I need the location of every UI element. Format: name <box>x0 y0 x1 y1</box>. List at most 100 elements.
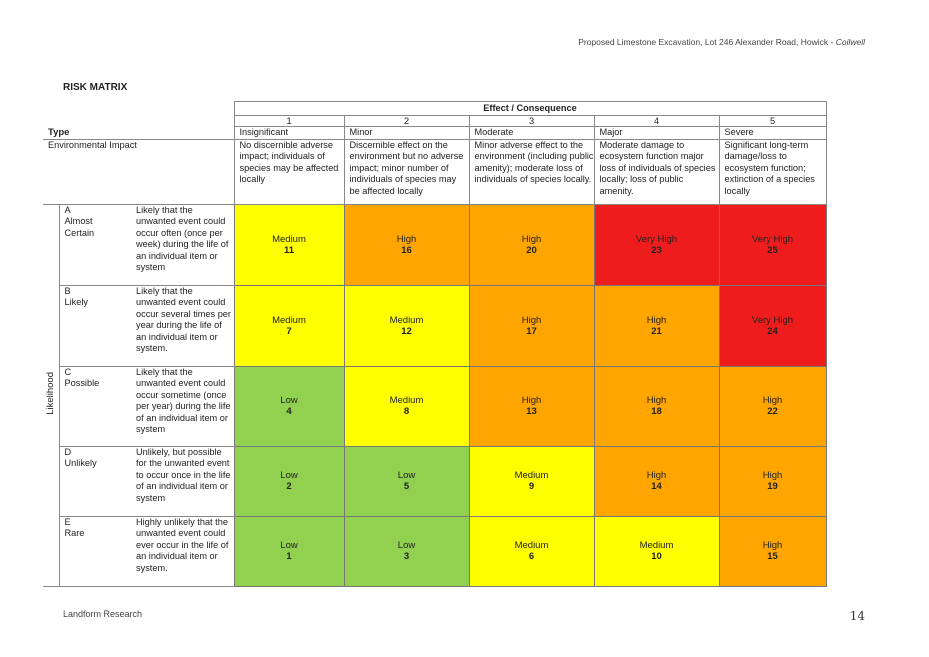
blank-corner <box>43 102 234 116</box>
likelihood-code: C <box>64 366 72 377</box>
risk-cell-e3: Medium 6 <box>468 515 595 587</box>
consequence-description-4: Moderate damage to ecosystem function ma… <box>593 138 720 205</box>
risk-level: High <box>646 470 667 481</box>
risk-cell-a2: High 16 <box>343 203 470 286</box>
risk-level: High <box>521 395 542 406</box>
consequence-number-2: 2 <box>343 115 470 127</box>
likelihood-row: Likelihood A Almost Certain Likely that the… <box>43 203 827 587</box>
likelihood-code-name: E Rare <box>59 516 131 587</box>
risk-score: 24 <box>767 325 778 337</box>
risk-score: 2 <box>286 481 292 492</box>
likelihood-name: Rare <box>64 528 85 538</box>
risk-cell-e2: Low 3 <box>343 515 470 587</box>
risk-score: 18 <box>651 406 662 417</box>
risk-score: 12 <box>401 325 412 337</box>
risk-cell-d1: Low 2 <box>233 445 345 517</box>
risk-level: High <box>762 395 783 406</box>
likelihood-name: Likely <box>64 297 89 307</box>
risk-score: 19 <box>767 481 778 492</box>
risk-score: 10 <box>651 551 662 562</box>
consequence-number-5: 5 <box>718 115 827 127</box>
risk-level: High <box>396 233 417 245</box>
risk-cell-a4: Very High 23 <box>593 203 720 286</box>
consequence-name-1: Insignificant <box>233 126 345 140</box>
risk-score: 20 <box>526 244 537 256</box>
consequence-description-5: Significant long-term damage/loss to eco… <box>718 138 827 205</box>
risk-level: Medium <box>639 540 674 551</box>
likelihood-description: Highly unlikely that the unwanted event … <box>131 516 234 587</box>
risk-cell-d3: Medium 9 <box>468 445 595 517</box>
risk-score: 8 <box>403 406 410 417</box>
risk-level: Low <box>280 540 298 551</box>
risk-cell-c1: Low 4 <box>233 365 345 447</box>
likelihood-code: D <box>64 446 72 457</box>
consequence-number-4: 4 <box>593 115 720 127</box>
risk-score: 4 <box>286 406 292 417</box>
likelihood-code-name: D Unlikely <box>59 446 131 517</box>
risk-score: 11 <box>283 244 295 256</box>
risk-cell-b5: Very High 24 <box>718 284 827 367</box>
likelihood-name: Unlikely <box>64 458 97 468</box>
likelihood-row: C Possible Likely that the unwanted event … <box>43 365 827 447</box>
risk-level: Medium <box>514 470 549 481</box>
likelihood-description: Likely that the unwanted event could occ… <box>131 366 234 447</box>
risk-score: 25 <box>767 244 778 256</box>
likelihood-description: Unlikely, but possible for the unwanted … <box>131 446 234 517</box>
page-title: RISK MATRIX <box>63 82 128 93</box>
likelihood-code-name: A Almost Certain <box>59 204 131 286</box>
risk-score: 22 <box>767 406 778 417</box>
risk-level: Medium <box>272 233 306 245</box>
page-number: 14 <box>849 609 865 623</box>
risk-score: 6 <box>528 551 535 562</box>
risk-level: Low <box>397 470 416 481</box>
likelihood-code: A <box>64 204 71 215</box>
risk-level: High <box>521 314 542 326</box>
consequence-description-3: Minor adverse effect to the environment … <box>468 138 595 205</box>
risk-score: 5 <box>403 481 410 492</box>
risk-cell-d4: High 14 <box>593 445 720 517</box>
risk-level: Very High <box>751 314 794 326</box>
likelihood-label: Likelihood <box>45 371 56 415</box>
risk-level: Medium <box>514 540 549 551</box>
likelihood-row: B Likely Likely that the unwanted event co… <box>43 284 827 367</box>
consequence-name-5: Severe <box>718 126 827 140</box>
risk-level: High <box>646 314 667 326</box>
risk-level: High <box>762 470 783 481</box>
risk-level: Medium <box>389 314 424 326</box>
risk-level: Medium <box>272 314 306 326</box>
risk-cell-b2: Medium 12 <box>343 284 470 367</box>
consequence-name-2: Minor <box>343 126 470 140</box>
risk-score: 17 <box>526 325 537 337</box>
risk-cell-b4: High 21 <box>593 284 720 367</box>
likelihood-description: Likely that the unwanted event could occ… <box>131 285 234 367</box>
risk-level: Medium <box>389 395 424 406</box>
risk-cell-d2: Low 5 <box>343 445 470 517</box>
running-header-italic: Coilwell <box>835 37 865 47</box>
risk-cell-e5: High 15 <box>718 515 827 587</box>
risk-score: 16 <box>401 244 412 256</box>
consequence-description-1: No discernible adverse impact; individua… <box>233 138 345 205</box>
risk-level: Low <box>397 540 416 551</box>
likelihood-description: Likely that the unwanted event could occ… <box>131 204 234 286</box>
risk-level: Very High <box>751 233 794 245</box>
risk-cell-a5: Very High 25 <box>718 203 827 286</box>
consequence-name-4: Major <box>593 126 720 140</box>
likelihood-code: E <box>64 516 71 527</box>
consequence-name-3: Moderate <box>468 126 595 140</box>
consequence-number-3: 3 <box>468 115 595 127</box>
blank-corner-2 <box>43 116 234 127</box>
footer-company: Landform Research <box>63 609 143 619</box>
running-header-text: Proposed Limestone Excavation, Lot 246 A… <box>578 37 836 47</box>
risk-cell-c5: High 22 <box>718 365 827 447</box>
risk-level: High <box>521 233 542 245</box>
risk-level: High <box>762 540 783 551</box>
risk-score: 13 <box>526 406 537 417</box>
likelihood-row: E Rare Highly unlikely that the unwanted e… <box>43 515 827 587</box>
risk-score: 1 <box>286 551 292 562</box>
likelihood-name: Almost Certain <box>64 216 95 238</box>
risk-cell-b1: Medium 7 <box>233 284 345 367</box>
risk-level: Low <box>280 395 298 406</box>
risk-level: Very High <box>635 233 678 245</box>
risk-cell-c3: High 13 <box>468 365 595 447</box>
